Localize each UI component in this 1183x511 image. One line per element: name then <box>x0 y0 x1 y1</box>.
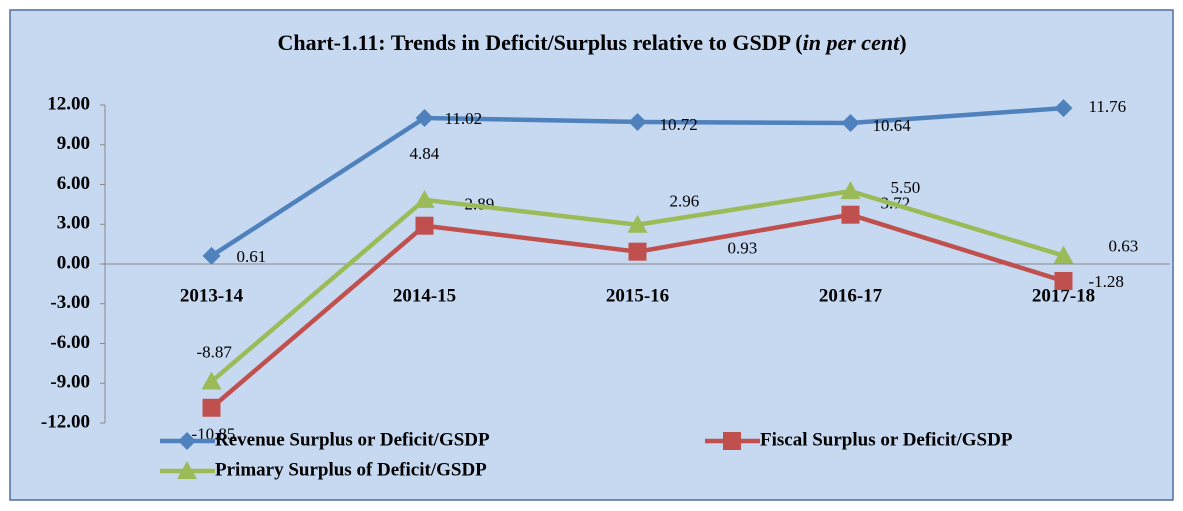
y-tick-label: 12.00 <box>47 93 90 114</box>
data-point <box>414 189 435 208</box>
legend-marker <box>178 432 196 450</box>
data-point <box>1054 99 1073 118</box>
data-label: 11.02 <box>445 109 483 128</box>
title-part: ) <box>899 30 906 55</box>
y-tick-label: -6.00 <box>50 332 90 353</box>
y-tick-label: 0.00 <box>57 252 90 273</box>
data-point <box>1054 271 1073 290</box>
legend-label: Primary Surplus of Deficit/GSDP <box>215 459 487 480</box>
y-tick-label: 9.00 <box>57 133 90 154</box>
data-label: 2.96 <box>670 192 700 211</box>
data-label: 10.64 <box>873 116 912 135</box>
data-point <box>415 216 434 235</box>
data-label: 10.72 <box>660 115 698 134</box>
data-point <box>202 398 221 417</box>
data-label: 4.84 <box>410 144 440 163</box>
data-point <box>628 112 647 131</box>
x-tick-label: 2015-16 <box>606 285 669 306</box>
x-tick-label: 2014-15 <box>393 285 456 306</box>
y-tick-label: -12.00 <box>41 411 90 432</box>
y-tick-label: -9.00 <box>50 372 90 393</box>
legend-label: Revenue Surplus or Deficit/GSDP <box>215 429 490 450</box>
y-tick-label: -3.00 <box>50 292 90 313</box>
data-label: 0.63 <box>1109 237 1139 256</box>
data-label: 0.93 <box>728 239 758 258</box>
data-point <box>627 214 648 233</box>
data-point <box>202 246 221 265</box>
x-tick-label: 2016-17 <box>819 285 883 306</box>
chart-background <box>9 9 1174 501</box>
data-label: -1.28 <box>1089 272 1124 291</box>
y-tick-label: 3.00 <box>57 213 90 234</box>
data-point <box>841 205 860 224</box>
x-tick-label: 2017-18 <box>1032 285 1095 306</box>
data-point <box>841 114 860 133</box>
title-part: in per cent <box>803 30 900 55</box>
x-tick-label: 2013-14 <box>180 285 244 306</box>
data-label: -8.87 <box>197 342 233 361</box>
y-tick-label: 6.00 <box>57 173 90 194</box>
data-point <box>840 181 861 200</box>
title-part: Chart-1.11: Trends in Deficit/Surplus re… <box>277 30 802 55</box>
data-label: 11.76 <box>1089 97 1127 116</box>
data-point <box>1053 245 1074 264</box>
legend-marker <box>177 461 197 479</box>
data-label: 0.61 <box>237 247 267 266</box>
legend-marker <box>723 432 741 450</box>
data-label: 5.50 <box>891 178 921 197</box>
legend-label: Fiscal Surplus or Deficit/GSDP <box>760 429 1013 450</box>
data-point <box>201 371 222 390</box>
data-point <box>415 108 434 127</box>
chart-title: Chart-1.11: Trends in Deficit/Surplus re… <box>277 30 906 55</box>
data-point <box>628 242 647 261</box>
